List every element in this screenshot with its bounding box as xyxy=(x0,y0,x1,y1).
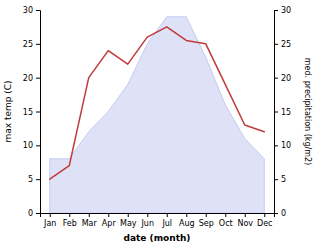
x-tick-label: Sep xyxy=(199,219,214,228)
x-tick-label: Mar xyxy=(82,219,98,228)
y-tick-mark xyxy=(36,213,40,214)
x-tick-mark xyxy=(108,213,109,217)
y-tick-label: 15 xyxy=(23,108,33,117)
y-axis-title: max temp (C) xyxy=(3,80,13,142)
y2-tick: 0 xyxy=(274,209,286,218)
x-tick: Jul xyxy=(161,213,172,228)
x-tick-mark xyxy=(147,213,148,217)
y2-tick: 25 xyxy=(274,40,291,49)
x-tick: Jun xyxy=(141,213,155,228)
x-tick-mark xyxy=(69,213,70,217)
y-tick: 5 xyxy=(28,175,40,184)
y-tick-label: 5 xyxy=(28,175,33,184)
x-tick-label: Oct xyxy=(219,219,233,228)
y-tick: 20 xyxy=(23,74,40,83)
y2-tick-mark xyxy=(274,213,278,214)
x-tick-mark xyxy=(264,213,265,217)
y2-tick-label: 20 xyxy=(281,74,291,83)
chart-svg: Jan Feb Mar AprMay Jun Jul Aug Sep Oct Nov Dec 0 5 10… xyxy=(0,0,318,247)
axis-line xyxy=(36,11,41,214)
y-tick: 0 xyxy=(28,209,40,218)
x-tick: Jan xyxy=(43,213,56,228)
y-tick: 15 xyxy=(23,108,40,117)
x-tick-label: Feb xyxy=(63,219,77,228)
y2-tick-label: 30 xyxy=(281,6,291,15)
x-tick-label: May xyxy=(120,219,137,228)
x-tick-mark xyxy=(206,213,207,217)
axis-line xyxy=(275,11,279,214)
chart-container: Jan Feb Mar AprMay Jun Jul Aug Sep Oct Nov Dec 0 5 10… xyxy=(0,0,318,247)
x-tick-label: Nov xyxy=(237,219,253,228)
x-tick: Apr xyxy=(102,213,117,228)
x-tick-mark xyxy=(128,213,129,217)
y2-tick: 20 xyxy=(274,74,291,83)
y-tick-mark xyxy=(36,44,40,45)
y2-tick-mark xyxy=(274,179,278,180)
precipitation-line xyxy=(50,27,265,179)
axis-line xyxy=(41,214,275,218)
x-tick-mark xyxy=(245,213,246,217)
y-tick: 10 xyxy=(23,141,40,150)
y-tick-mark xyxy=(36,179,40,180)
y-tick-mark xyxy=(36,10,40,11)
x-tick-mark xyxy=(167,213,168,217)
x-tick-label: Jan xyxy=(43,219,56,228)
y-tick-label: 0 xyxy=(28,209,33,218)
y2-tick: 5 xyxy=(274,175,286,184)
y2-axis: 0 5 10 15 20 25 30 xyxy=(274,6,291,218)
x-axis: Jan Feb Mar AprMay Jun Jul Aug Sep Oct Nov Dec xyxy=(41,213,275,228)
x-tick: Mar xyxy=(82,213,98,228)
x-tick-label: Jul xyxy=(161,219,172,228)
y2-axis-title: med. precipitation (kg/m2) xyxy=(303,58,312,165)
y2-tick-label: 5 xyxy=(281,175,286,184)
y-tick: 25 xyxy=(23,40,40,49)
x-tick: May xyxy=(120,213,137,228)
x-tick-label: Jun xyxy=(141,219,155,228)
y2-tick-mark xyxy=(274,145,278,146)
x-tick: Feb xyxy=(63,213,77,228)
y-tick-label: 25 xyxy=(23,40,33,49)
y-tick-mark xyxy=(36,78,40,79)
marks xyxy=(50,17,265,213)
y-tick-label: 10 xyxy=(23,141,33,150)
x-tick-mark xyxy=(225,213,226,217)
plot-area: Jan Feb Mar AprMay Jun Jul Aug Sep Oct Nov Dec 0 5 10… xyxy=(3,6,312,243)
y-tick-mark xyxy=(36,112,40,113)
y2-tick-label: 10 xyxy=(281,141,291,150)
x-tick: Aug xyxy=(179,213,195,228)
y2-tick-mark xyxy=(274,44,278,45)
y-tick-label: 20 xyxy=(23,74,33,83)
x-tick: Sep xyxy=(199,213,214,228)
y2-tick-mark xyxy=(274,10,278,11)
y2-tick: 30 xyxy=(274,6,291,15)
x-tick-label: Aug xyxy=(179,219,195,228)
x-tick-label: Dec xyxy=(257,219,272,228)
x-tick-mark xyxy=(89,213,90,217)
temperature-area xyxy=(50,17,265,213)
y-tick-mark xyxy=(36,145,40,146)
x-tick: Oct xyxy=(219,213,233,228)
y2-tick-label: 0 xyxy=(281,209,286,218)
y2-tick-label: 15 xyxy=(281,108,291,117)
y-tick-label: 30 xyxy=(23,6,33,15)
y2-tick-label: 25 xyxy=(281,40,291,49)
x-tick-mark xyxy=(50,213,51,217)
y-tick: 30 xyxy=(23,6,40,15)
y2-tick-mark xyxy=(274,78,278,79)
x-tick-label: Apr xyxy=(102,219,117,228)
x-tick: Nov xyxy=(237,213,253,228)
x-tick: Dec xyxy=(257,213,272,228)
x-axis-title: date (month) xyxy=(124,233,191,243)
y2-tick: 10 xyxy=(274,141,291,150)
y-axis: 0 5 10 15 20 25 30 xyxy=(23,6,41,218)
x-tick-mark xyxy=(186,213,187,217)
y2-tick: 15 xyxy=(274,108,291,117)
y2-tick-mark xyxy=(274,112,278,113)
